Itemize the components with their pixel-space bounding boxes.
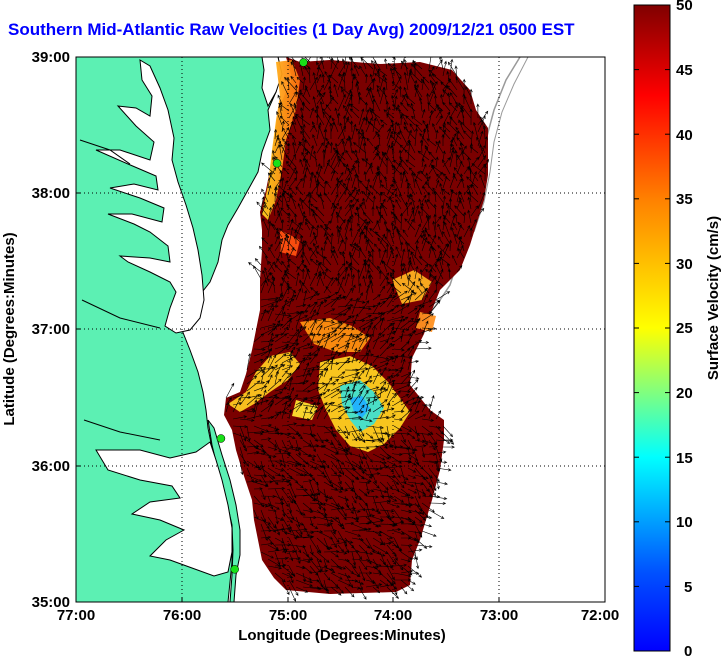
radar-station-marker — [299, 58, 308, 67]
x-tick-label: 72:00 — [581, 607, 619, 624]
y-axis-label: Latitude (Degrees:Minutes) — [1, 232, 18, 425]
y-tick-label: 35:00 — [32, 594, 70, 611]
radar-stations — [216, 58, 308, 574]
axis-ticks — [76, 192, 500, 602]
colorbar-tick-label: 10 — [676, 514, 693, 531]
colorbar — [633, 4, 671, 652]
colorbar-ticks — [634, 4, 670, 652]
river-inlet — [81, 299, 161, 329]
x-tick-label: 75:00 — [269, 607, 307, 624]
colorbar-label: Surface Velocity (cm/s) — [705, 216, 722, 380]
radar-station-marker — [272, 159, 282, 168]
pamlico-sound — [95, 441, 233, 577]
colorbar-tick-label: 50 — [676, 0, 693, 14]
colorbar-tick-label: 5 — [684, 579, 692, 596]
y-tick-label: 39:00 — [32, 49, 70, 66]
colorbar-tick-label: 35 — [676, 191, 693, 208]
radar-station-marker — [230, 565, 239, 574]
y-tick-label: 38:00 — [32, 185, 70, 202]
velocity-vectors — [225, 57, 489, 602]
river-inlet — [79, 139, 131, 165]
colorbar-tick-label: 45 — [676, 62, 693, 79]
y-tick-label: 36:00 — [32, 458, 70, 475]
colorbar-tick-label: 30 — [676, 256, 693, 273]
colorbar-tick-label: 20 — [676, 385, 693, 402]
velocity-patch — [262, 60, 300, 220]
velocity-patch — [416, 312, 436, 332]
colorbar-tick-label: 40 — [676, 127, 693, 144]
y-tick-label: 37:00 — [32, 321, 70, 338]
river-inlet — [83, 419, 161, 441]
map-title: Southern Mid-Atlantic Raw Velocities (1 … — [0, 20, 724, 46]
x-tick-label: 73:00 — [480, 607, 518, 624]
vector-arrows — [225, 57, 489, 602]
x-tick-label: 77:00 — [57, 607, 95, 624]
isobath-line — [473, 57, 529, 233]
map-title-text: Southern Mid-Atlantic Raw Velocities (1 … — [8, 20, 575, 39]
x-axis-label: Longitude (Degrees:Minutes) — [238, 627, 446, 644]
radar-station-marker — [216, 434, 226, 443]
colorbar-tick-label: 25 — [676, 320, 693, 337]
x-tick-label: 74:00 — [374, 607, 412, 624]
map-grid — [76, 57, 605, 602]
x-tick-label: 76:00 — [163, 607, 201, 624]
colorbar-tick-label: 0 — [684, 643, 692, 659]
velocity-coverage — [224, 57, 488, 594]
colorbar-tick-label: 15 — [676, 450, 693, 467]
chesapeake-bay — [95, 59, 205, 334]
